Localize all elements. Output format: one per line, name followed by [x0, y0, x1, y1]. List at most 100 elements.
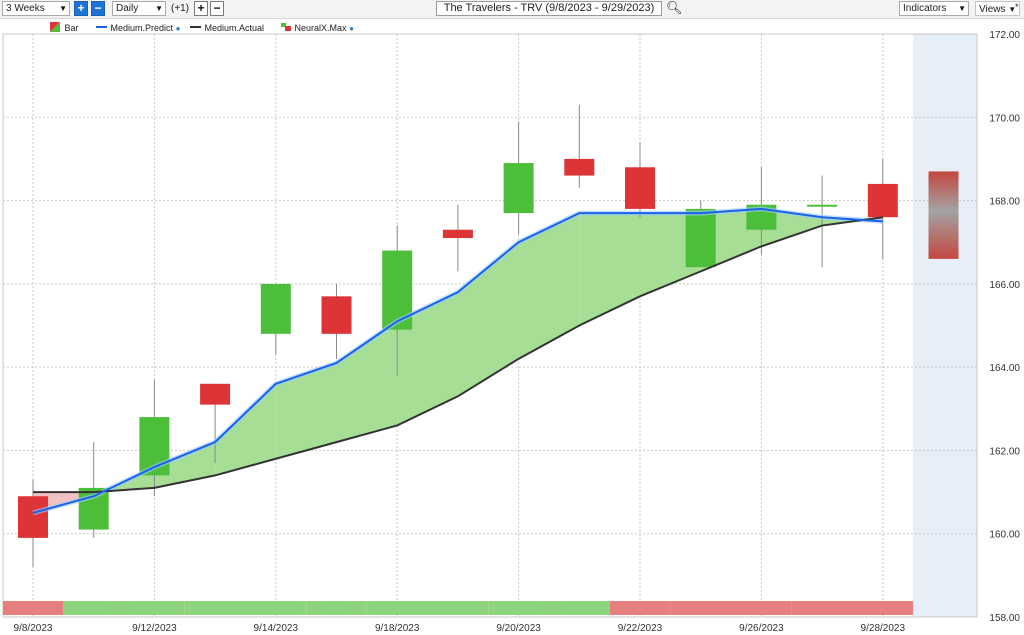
series-lines — [32, 206, 883, 516]
y-tick-label: 168.00 — [989, 197, 1020, 208]
predict-line-icon — [96, 26, 107, 28]
spread-segment — [336, 321, 398, 443]
signal-band-cell — [366, 601, 428, 615]
signal-band-cell — [548, 601, 610, 615]
x-tick-label: 9/22/2023 — [618, 623, 663, 634]
x-tick-label: 9/18/2023 — [375, 623, 420, 634]
signal-band-cell — [670, 601, 732, 615]
signal-band-cell — [245, 601, 307, 615]
signal-band-cell — [427, 601, 489, 615]
candle-body — [807, 204, 838, 207]
candle-body — [503, 163, 534, 214]
plus-icon: + — [77, 1, 85, 15]
period-value: 3 Weeks — [6, 3, 45, 14]
actual-line-icon — [190, 26, 201, 28]
y-axis: 158.00 160.00 162.00 164.00 166.00 168.00 170.… — [989, 30, 1020, 624]
y-tick-label: 164.00 — [989, 363, 1020, 374]
zoom-out-button[interactable]: − — [91, 1, 105, 16]
spread-segment — [275, 362, 337, 459]
candle-body — [625, 167, 655, 209]
candle-body — [200, 383, 231, 405]
candle-body — [442, 229, 473, 239]
spread-segment — [640, 213, 701, 297]
views-menu[interactable]: Views ▼ — [975, 1, 1021, 16]
legend-actual-label: Medium.Actual — [204, 23, 265, 33]
y-tick-label: 172.00 — [989, 30, 1020, 41]
neural-legend-icon — [281, 23, 291, 31]
candle-body — [321, 296, 352, 334]
legend-bar-label: Bar — [64, 23, 79, 33]
x-tick-label: 9/26/2023 — [739, 623, 784, 634]
spread-segment — [215, 383, 276, 476]
forecast-region — [913, 34, 977, 617]
signal-band-cell — [306, 601, 367, 615]
spread-segment — [761, 208, 823, 247]
search-icon[interactable]: 🔍︎ — [666, 0, 683, 15]
offset-minus-button[interactable]: − — [210, 1, 224, 16]
signal-band-cell — [184, 601, 246, 615]
y-tick-label: 160.00 — [989, 530, 1020, 541]
signal-band-cell — [488, 601, 549, 615]
chevron-down-icon: ▼ — [155, 4, 163, 13]
candle-body — [685, 208, 716, 268]
indicators-select[interactable]: Indicators ▼ — [899, 1, 969, 16]
x-axis: 9/8/2023 9/12/2023 9/14/2023 9/18/2023 9/20/… — [14, 623, 906, 634]
signal-band-cell — [791, 601, 853, 615]
zoom-in-button[interactable]: + — [74, 1, 88, 16]
signal-band-cell — [609, 601, 671, 615]
candle-body — [867, 183, 898, 218]
forecast-candle — [928, 171, 959, 259]
signal-band-cell — [3, 601, 64, 615]
spread-segment — [700, 208, 762, 272]
candle-body — [260, 283, 291, 334]
y-tick-label: 162.00 — [989, 446, 1020, 457]
candle-body — [564, 158, 595, 176]
x-tick-label: 9/8/2023 — [14, 623, 53, 634]
spread-segment — [518, 213, 580, 359]
actual-line — [33, 216, 883, 494]
x-tick-label: 9/14/2023 — [254, 623, 299, 634]
chart-toolbar: 3 Weeks ▼ + − Daily ▼ (+1) + − The Trave… — [0, 0, 1024, 19]
legend-neural-label: NeuralX.Max — [294, 23, 347, 33]
signal-band-cell — [852, 601, 914, 615]
legend-actual: Medium.Actual — [190, 22, 264, 34]
signal-band-cell — [124, 601, 185, 615]
period-select[interactable]: 3 Weeks ▼ — [2, 1, 70, 16]
candle-body — [18, 496, 48, 538]
plot-frame — [2, 33, 978, 618]
offset-label: (+1) — [171, 3, 190, 14]
pin-icon[interactable]: * — [1015, 2, 1019, 12]
legend-bar: Bar — [50, 22, 79, 34]
legend-predict-label: Medium.Predict — [110, 23, 174, 33]
info-dot-icon: ● — [349, 24, 354, 33]
bar-legend-icon — [50, 22, 60, 32]
x-tick-label: 9/28/2023 — [861, 623, 906, 634]
signal-band-cell — [731, 601, 792, 615]
views-label: Views — [979, 4, 1006, 15]
x-tick-label: 9/20/2023 — [496, 623, 541, 634]
interval-value: Daily — [116, 3, 139, 14]
indicators-label: Indicators — [903, 3, 947, 14]
legend-predict: Medium.Predict ● — [96, 22, 180, 34]
y-tick-label: 166.00 — [989, 280, 1020, 291]
spread-segment — [154, 442, 216, 488]
spread-segment — [579, 213, 640, 326]
chevron-down-icon: ▼ — [1008, 5, 1017, 14]
spread-segment — [397, 292, 458, 426]
interval-select[interactable]: Daily ▼ — [112, 1, 166, 16]
legend-neural: NeuralX.Max ● — [280, 22, 354, 34]
chevron-down-icon: ▼ — [958, 4, 966, 13]
y-tick-label: 158.00 — [989, 613, 1020, 624]
y-tick-label: 170.00 — [989, 113, 1020, 124]
signal-band — [3, 601, 914, 615]
info-dot-icon: ● — [175, 24, 181, 33]
predict-line — [32, 207, 883, 514]
signal-band-cell — [63, 601, 125, 615]
x-tick-label: 9/12/2023 — [132, 623, 177, 634]
symbol-title-field[interactable]: The Travelers - TRV (9/8/2023 - 9/29/202… — [436, 1, 662, 16]
minus-icon: − — [94, 1, 102, 15]
minus-icon: − — [213, 1, 221, 15]
offset-plus-button[interactable]: + — [194, 1, 208, 16]
chevron-down-icon: ▼ — [59, 4, 67, 13]
